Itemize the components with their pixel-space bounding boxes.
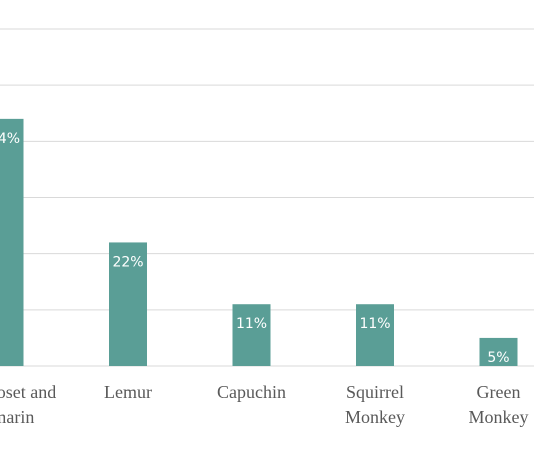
data-label: 11% <box>359 316 390 332</box>
x-tick-label-line: Tamarin <box>0 407 34 427</box>
data-label: 22% <box>112 254 143 270</box>
x-tick-label: Marmoset and Tamarin <box>0 382 56 427</box>
x-tick-label-line: Capuchin <box>217 382 286 402</box>
x-tick-label-line: Monkey <box>469 407 529 427</box>
bar <box>0 118 24 366</box>
data-label: 5% <box>487 350 509 366</box>
x-tick-label-line: Green <box>477 382 521 402</box>
x-tick-label: Squirrel Monkey <box>345 382 405 427</box>
x-tick-label: Green Monkey <box>469 382 529 427</box>
x-tick-label: Capuchin <box>217 382 286 402</box>
x-tick-label-line: Monkey <box>345 407 405 427</box>
bar <box>356 304 394 366</box>
data-label: 11% <box>236 316 267 332</box>
data-label: 44% <box>0 131 20 147</box>
x-tick-label-line: Lemur <box>104 382 152 402</box>
bar <box>109 242 147 366</box>
bar <box>479 337 518 366</box>
x-tick-label: Lemur <box>104 382 152 402</box>
bar <box>232 304 271 366</box>
x-tick-label-line: Squirrel <box>346 382 404 402</box>
x-tick-label-line: Marmoset and <box>0 382 56 402</box>
